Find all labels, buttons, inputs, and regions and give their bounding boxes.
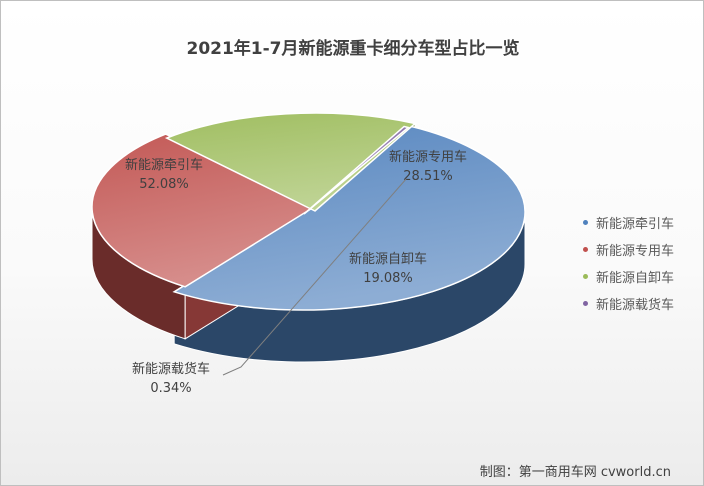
legend-label: 新能源牵引车 <box>596 217 675 232</box>
data-label-value: 19.08% <box>363 271 413 286</box>
legend-marker <box>583 301 588 306</box>
data-label-name: 新能源自卸车 <box>349 251 427 267</box>
data-label-value: 0.34% <box>150 381 191 396</box>
legend-item: 新能源载货车 <box>583 290 674 317</box>
data-label-name: 新能源专用车 <box>389 149 467 165</box>
pie-labels: 新能源牵引车 52.08% 新能源专用车 28.51% 新能源自卸车 19.08% 新能源载… <box>125 149 467 396</box>
legend-item: 新能源专用车 <box>583 236 674 263</box>
chart-legend: 新能源牵引车 新能源专用车 新能源自卸车 新能源载货车 <box>583 209 674 317</box>
legend-item: 新能源自卸车 <box>583 263 674 290</box>
data-label-value: 28.51% <box>403 169 453 184</box>
pie-tops <box>91 112 526 311</box>
data-label-value: 52.08% <box>139 177 189 192</box>
legend-marker <box>583 247 588 252</box>
legend-label: 新能源专用车 <box>596 244 675 259</box>
chart-credit: 制图：第一商用车网 cvworld.cn <box>479 465 671 480</box>
data-label-name: 新能源牵引车 <box>125 157 203 173</box>
legend-marker <box>583 274 588 279</box>
pie-slice-1 <box>172 124 526 311</box>
data-label-name: 新能源载货车 <box>132 361 210 377</box>
legend-label: 新能源载货车 <box>596 298 675 313</box>
pie-slice-3 <box>164 112 417 212</box>
pie-slice-4 <box>303 125 410 215</box>
pie-slice-2 <box>91 133 316 288</box>
leader-line <box>222 178 407 376</box>
legend-item: 新能源牵引车 <box>583 209 674 236</box>
legend-marker <box>583 220 588 225</box>
legend-label: 新能源自卸车 <box>596 271 675 286</box>
chart-title: 2021年1-7月新能源重卡细分车型占比一览 <box>186 39 520 59</box>
